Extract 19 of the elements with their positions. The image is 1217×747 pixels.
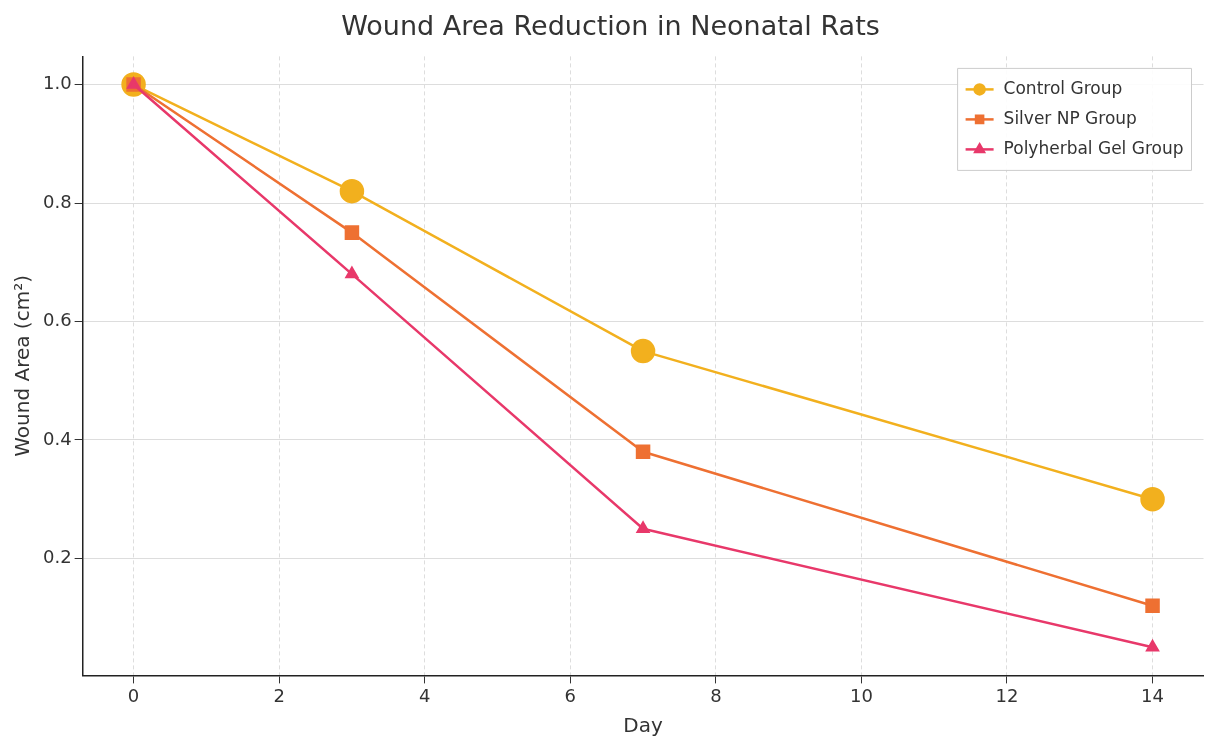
x-tick-label: 8 (710, 684, 722, 706)
y-tick-label: 1.0 (42, 72, 72, 94)
x-tick-label: 14 (1141, 684, 1164, 706)
legend-label: Silver NP Group (1003, 107, 1137, 128)
y-tick-label: 0.8 (42, 190, 72, 212)
x-tick-label: 12 (995, 684, 1019, 706)
x-tick-label: 2 (273, 684, 285, 706)
y-tick-label: 0.2 (42, 546, 72, 568)
legend-label: Polyherbal Gel Group (1003, 137, 1184, 158)
x-axis-title: Day (623, 713, 663, 738)
y-tick-label: 0.6 (42, 309, 72, 331)
y-axis-title: Wound Area (cm²) (10, 275, 35, 457)
chart-title: Wound Area Reduction in Neonatal Rats (341, 10, 880, 42)
x-tick-label: 10 (849, 684, 873, 706)
x-tick-label: 4 (418, 684, 431, 706)
x-tick-label: 0 (127, 684, 140, 706)
y-tick-label: 0.4 (42, 427, 72, 449)
legend-label: Control Group (1003, 77, 1123, 98)
x-tick-label: 6 (564, 684, 577, 706)
